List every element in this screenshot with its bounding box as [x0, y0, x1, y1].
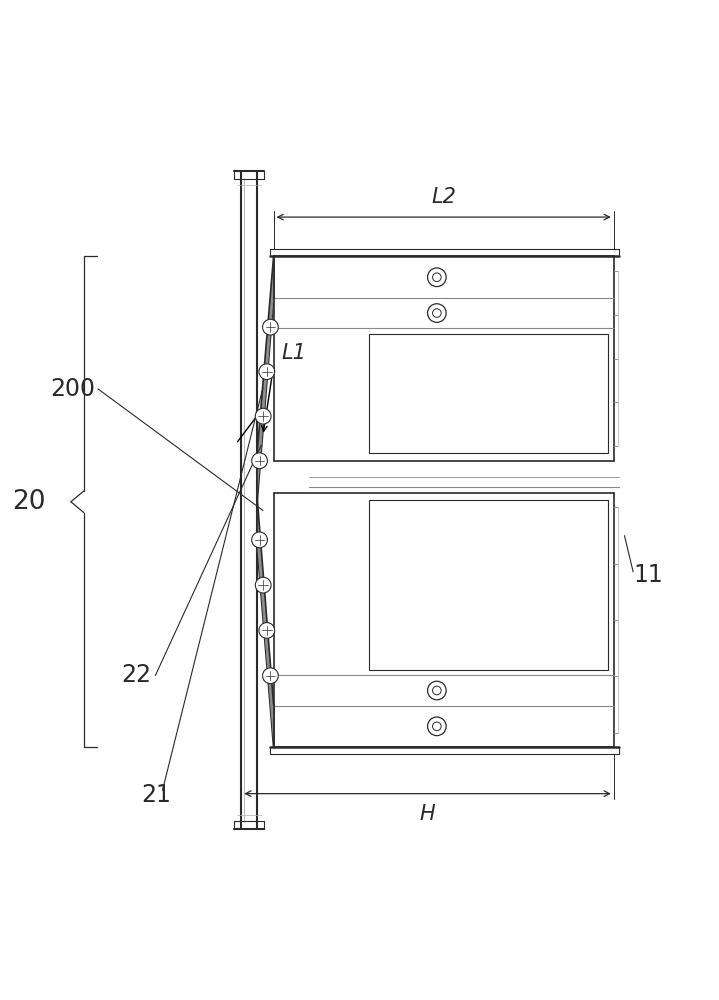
Text: L2: L2 — [431, 187, 456, 207]
Circle shape — [262, 668, 278, 684]
Circle shape — [259, 623, 275, 638]
Circle shape — [262, 319, 278, 335]
Circle shape — [428, 681, 446, 700]
Text: 200: 200 — [50, 377, 95, 401]
Bar — [369, 334, 608, 453]
Text: L1: L1 — [282, 343, 307, 363]
Text: H: H — [420, 804, 436, 824]
Text: 22: 22 — [122, 663, 152, 687]
Text: 21: 21 — [141, 783, 171, 807]
Text: 20: 20 — [12, 489, 45, 515]
Circle shape — [255, 577, 271, 593]
Bar — [369, 500, 608, 670]
Circle shape — [433, 273, 441, 282]
Circle shape — [433, 686, 441, 695]
Text: 11: 11 — [633, 563, 663, 587]
Circle shape — [433, 722, 441, 731]
Circle shape — [252, 532, 267, 548]
Circle shape — [428, 717, 446, 736]
Circle shape — [259, 364, 275, 380]
Circle shape — [428, 304, 446, 322]
Circle shape — [433, 309, 441, 317]
Circle shape — [428, 268, 446, 287]
Circle shape — [255, 408, 271, 424]
Circle shape — [252, 453, 267, 469]
